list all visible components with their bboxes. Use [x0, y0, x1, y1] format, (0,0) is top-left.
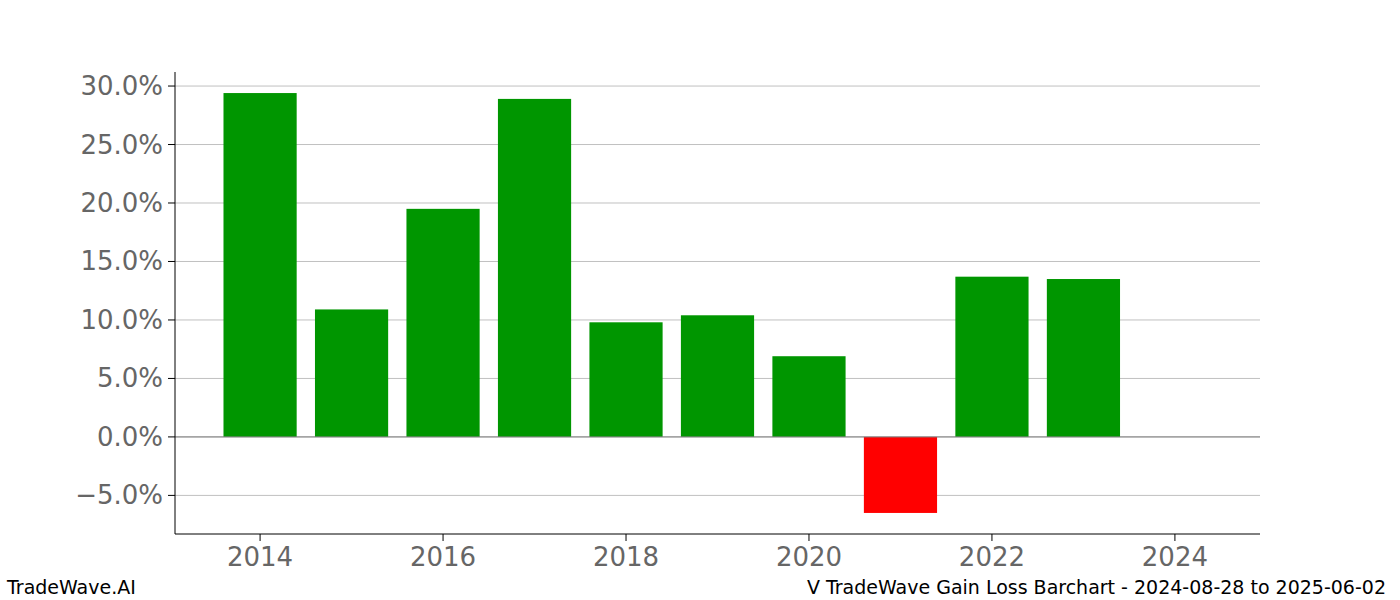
bar [406, 209, 479, 437]
bar [498, 99, 571, 437]
bar [589, 322, 662, 437]
bar [223, 93, 296, 437]
y-tick [168, 86, 175, 87]
x-tick [626, 534, 627, 541]
y-axis-line [175, 72, 176, 534]
grid-line [175, 436, 1260, 437]
bar [955, 277, 1028, 437]
y-tick [168, 436, 175, 437]
y-tick-label: 30.0% [80, 71, 163, 101]
bar [772, 356, 845, 437]
x-tick [991, 534, 992, 541]
x-tick-label: 2022 [959, 542, 1025, 572]
y-tick-label: −5.0% [75, 480, 163, 510]
y-tick-label: 10.0% [80, 305, 163, 335]
bar [1047, 279, 1120, 437]
bar [864, 437, 937, 513]
grid-line [175, 261, 1260, 262]
y-tick-label: 25.0% [80, 130, 163, 160]
y-tick-label: 5.0% [97, 363, 163, 393]
y-tick [168, 202, 175, 203]
y-tick [168, 144, 175, 145]
y-tick-label: 15.0% [80, 246, 163, 276]
x-tick [260, 534, 261, 541]
grid-line [175, 86, 1260, 87]
x-tick [443, 534, 444, 541]
title: V TradeWave Gain Loss Barchart - 2024-08… [807, 576, 1386, 598]
y-tick-label: 0.0% [97, 422, 163, 452]
y-tick [168, 261, 175, 262]
baseline [175, 436, 1260, 437]
chart-svg: −5.0% 0.0% 5.0% 10.0% 15.0% 20.0% 25.0% 30.0% 20… [0, 0, 1400, 600]
chart-root: −5.0% 0.0% 5.0% 10.0% 15.0% 20.0% 25.0% 30.0% 20… [0, 0, 1400, 600]
x-tick-label: 2016 [410, 542, 476, 572]
x-tick-label: 2018 [593, 542, 659, 572]
x-tick [1174, 534, 1175, 541]
y-tick [168, 495, 175, 496]
x-axis-line [175, 534, 1260, 535]
grid-line [175, 495, 1260, 496]
grid-line [175, 144, 1260, 145]
annotation: TradeWave.AI [6, 576, 136, 598]
bar [681, 315, 754, 437]
y-tick [168, 319, 175, 320]
x-tick-label: 2014 [227, 542, 293, 572]
bars [223, 93, 1120, 513]
grid-line [175, 202, 1260, 203]
x-tick [808, 534, 809, 541]
y-tick-label: 20.0% [80, 188, 163, 218]
bar [315, 309, 388, 436]
x-tick-label: 2020 [776, 542, 842, 572]
x-tick-label: 2024 [1142, 542, 1208, 572]
y-tick [168, 378, 175, 379]
